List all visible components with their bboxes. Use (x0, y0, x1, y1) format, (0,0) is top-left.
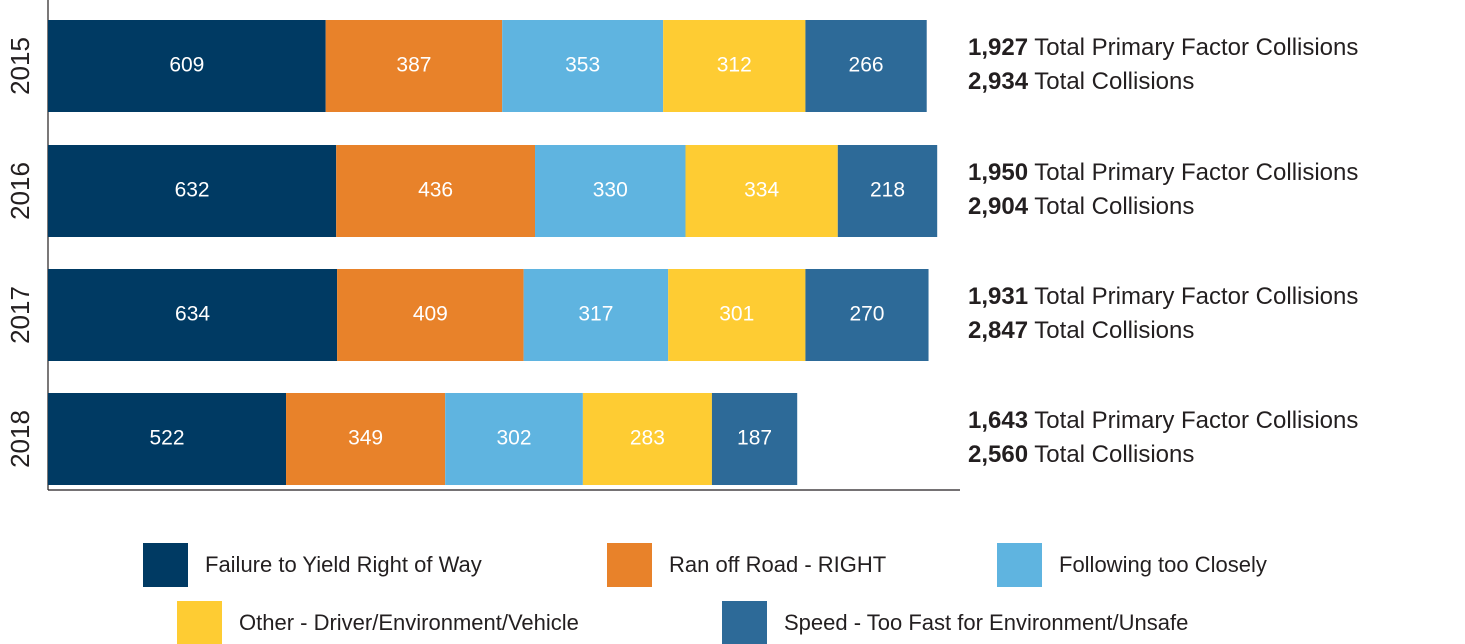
annotation: 1,931 Total Primary Factor Collisions (968, 283, 1358, 310)
bar-segment (336, 145, 536, 237)
legend-label: Ran off Road - RIGHT (669, 552, 886, 577)
data-label: 632 (175, 179, 210, 202)
bar-segment (286, 393, 446, 485)
data-label: 353 (565, 54, 600, 77)
legend-swatch (997, 543, 1042, 587)
bar-segment (535, 145, 686, 237)
bar-segment (685, 145, 838, 237)
bar-segment (805, 269, 929, 361)
annotation-text: Total Primary Factor Collisions (1034, 159, 1358, 186)
data-label: 270 (849, 303, 884, 326)
data-label: 334 (744, 179, 779, 202)
data-label: 349 (348, 427, 383, 450)
bar-segment (582, 393, 712, 485)
legend-label: Speed - Too Fast for Environment/Unsafe (784, 610, 1188, 635)
bar-segment (668, 269, 806, 361)
data-label: 634 (175, 303, 210, 326)
legend-label: Following too Closely (1059, 552, 1267, 577)
data-label: 283 (630, 427, 665, 450)
annotation-text: Total Collisions (1034, 317, 1194, 344)
annotation: 1,950 Total Primary Factor Collisions (968, 159, 1358, 186)
bar-segment (523, 269, 669, 361)
annotation-number: 1,931 (968, 283, 1028, 310)
bar-segment (445, 393, 583, 485)
y-tick-label: 2016 (5, 162, 35, 220)
annotation-text: Total Collisions (1034, 68, 1194, 95)
data-label: 302 (497, 427, 532, 450)
bar-segment (337, 269, 524, 361)
data-label: 301 (719, 303, 754, 326)
y-tick-label: 2015 (5, 37, 35, 95)
legend-label: Failure to Yield Right of Way (205, 552, 482, 577)
data-label: 436 (418, 179, 453, 202)
data-label: 522 (149, 427, 184, 450)
data-label: 409 (413, 303, 448, 326)
annotation-text: Total Collisions (1034, 193, 1194, 220)
data-label: 330 (593, 179, 628, 202)
annotation-text: Total Primary Factor Collisions (1034, 283, 1358, 310)
legend-swatch (722, 601, 767, 644)
bar-segment (502, 20, 664, 112)
annotation: 2,904 Total Collisions (968, 193, 1194, 220)
annotation-number: 2,904 (968, 193, 1029, 220)
data-label: 387 (396, 54, 431, 77)
data-label: 609 (169, 54, 204, 77)
annotation-text: Total Collisions (1034, 441, 1194, 468)
bar-segment (837, 145, 938, 237)
y-tick-label: 2017 (5, 286, 35, 344)
data-label: 266 (849, 54, 884, 77)
annotation: 1,927 Total Primary Factor Collisions (968, 34, 1358, 61)
annotation: 2,934 Total Collisions (968, 68, 1194, 95)
annotation: 2,560 Total Collisions (968, 441, 1194, 468)
annotation-text: Total Primary Factor Collisions (1034, 407, 1358, 434)
legend-label: Other - Driver/Environment/Vehicle (239, 610, 579, 635)
annotation: 2,847 Total Collisions (968, 317, 1194, 344)
annotation-number: 1,927 (968, 34, 1028, 61)
bar-segment (48, 145, 337, 237)
bar-segment (48, 269, 338, 361)
bar-segment (48, 20, 326, 112)
bar-segment (711, 393, 798, 485)
legend-swatch (607, 543, 652, 587)
annotation-number: 1,643 (968, 407, 1028, 434)
bar-segment (805, 20, 927, 112)
data-label: 187 (737, 427, 772, 450)
annotation: 1,643 Total Primary Factor Collisions (968, 407, 1358, 434)
bar-segment (48, 393, 287, 485)
annotation-number: 1,950 (968, 159, 1028, 186)
bar-segment (325, 20, 503, 112)
legend-swatch (143, 543, 188, 587)
data-label: 317 (578, 303, 613, 326)
annotation-number: 2,934 (968, 68, 1029, 95)
bar-segment (663, 20, 806, 112)
data-label: 218 (870, 179, 905, 202)
annotation-number: 2,560 (968, 441, 1028, 468)
data-label: 312 (717, 54, 752, 77)
y-tick-label: 2018 (5, 410, 35, 468)
legend-swatch (177, 601, 222, 644)
annotation-number: 2,847 (968, 317, 1028, 344)
annotation-text: Total Primary Factor Collisions (1034, 34, 1358, 61)
